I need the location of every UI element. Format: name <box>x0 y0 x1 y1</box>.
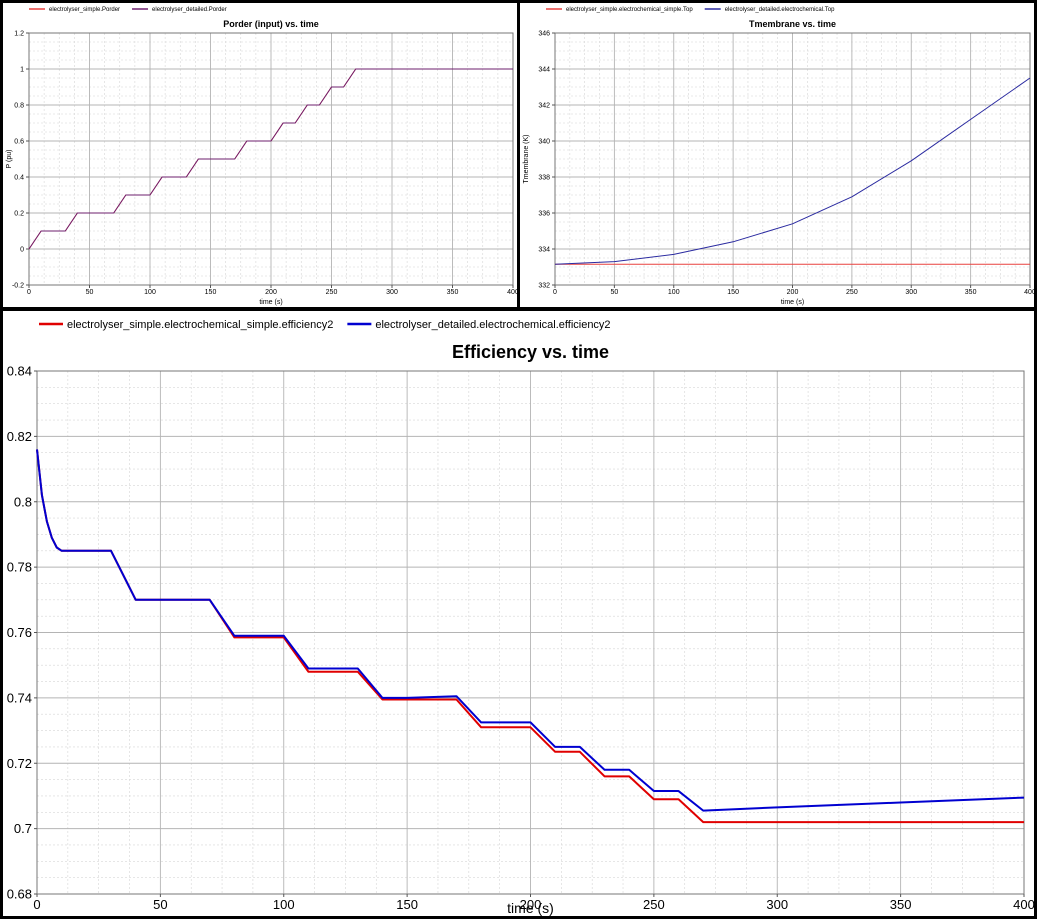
legend-label-2: electrolyser_detailed.Porder <box>152 7 227 13</box>
x-axis-label: time (s) <box>507 900 554 916</box>
legend-label-1: electrolyser_simple.electrochemical_simp… <box>566 7 693 13</box>
y-tick-label: 0.82 <box>7 429 32 444</box>
y-tick-label: 344 <box>538 66 550 73</box>
x-tick-label: 350 <box>447 289 459 296</box>
chart-title: Tmembrane vs. time <box>749 19 836 29</box>
y-tick-label: 1.2 <box>14 30 24 37</box>
y-tick-label: 1 <box>20 66 24 73</box>
y-tick-label: 340 <box>538 138 550 145</box>
tmembrane-chart: 332 334 336 338 340 342 344 346 0 50 100 150 200 250 3… <box>523 7 1034 306</box>
y-tick-label: 0.8 <box>14 494 32 509</box>
y-tick-label: 0.68 <box>7 887 32 902</box>
x-tick-label: 0 <box>27 289 31 296</box>
x-tick-label: 50 <box>153 897 167 912</box>
x-tick-label: 150 <box>727 289 739 296</box>
y-axis-label: P (pu) <box>6 150 13 169</box>
y-axis-label: Tmembrane (K) <box>523 134 530 183</box>
y-tick-label: 332 <box>538 282 550 289</box>
y-tick-label: 0.4 <box>14 174 24 181</box>
tmembrane-chart-panel: 332 334 336 338 340 342 344 346 0 50 100 150 200 250 3… <box>520 3 1034 307</box>
x-tick-label: 50 <box>86 289 94 296</box>
x-axis-label: time (s) <box>259 299 282 306</box>
x-tick-label: 200 <box>265 289 277 296</box>
x-tick-label: 250 <box>326 289 338 296</box>
x-tick-label: 100 <box>273 897 295 912</box>
x-tick-label: 100 <box>144 289 156 296</box>
legend-label-1: electrolyser_simple.electrochemical_simp… <box>67 319 333 331</box>
y-tick-label: 338 <box>538 174 550 181</box>
x-axis-label: time (s) <box>781 299 804 306</box>
x-tick-label: 300 <box>386 289 398 296</box>
series-line-2 <box>28 68 513 250</box>
porder-chart: -0.200.20.40.60.811.20 50 100 150 200 250 300 3… <box>6 7 517 306</box>
y-tick-label: 0.8 <box>14 102 24 109</box>
x-tick-label: 350 <box>965 289 977 296</box>
x-tick-label: 400 <box>1024 289 1034 296</box>
legend-label-2: electrolyser_detailed.electrochemical.ef… <box>375 319 610 331</box>
x-tick-label: 0 <box>33 897 40 912</box>
y-tick-label: 0.7 <box>14 821 32 836</box>
y-tick-label: 0.72 <box>7 756 32 771</box>
y-tick-label: -0.2 <box>12 282 24 289</box>
y-tick-label: 0.6 <box>14 138 24 145</box>
y-tick-label: 0.78 <box>7 560 32 575</box>
x-tick-label: 350 <box>890 897 912 912</box>
x-tick-label: 250 <box>643 897 665 912</box>
x-tick-label: 150 <box>396 897 418 912</box>
y-tick-label: 0.84 <box>7 364 32 379</box>
y-tick-label: 0.76 <box>7 625 32 640</box>
y-tick-label: 0.2 <box>14 210 24 217</box>
x-tick-label: 50 <box>610 289 618 296</box>
series-line-2 <box>36 449 1025 812</box>
y-tick-label: 346 <box>538 30 550 37</box>
efficiency-chart-panel: 0.68 0.7 0.72 0.74 0.76 0.78 0.8 0.82 0.84 0 50 100… <box>3 311 1034 916</box>
x-tick-label: 0 <box>553 289 557 296</box>
x-tick-label: 300 <box>905 289 917 296</box>
legend-label-2: electrolyser_detailed.electrochemical.To… <box>725 7 835 13</box>
x-tick-label: 250 <box>846 289 858 296</box>
legend-label-1: electrolyser_simple.Porder <box>49 7 120 13</box>
x-tick-label: 300 <box>766 897 788 912</box>
chart-title: Efficiency vs. time <box>452 342 609 362</box>
x-tick-label: 400 <box>1013 897 1034 912</box>
y-tick-label: 0 <box>20 246 24 253</box>
porder-chart-panel: -0.2 0 0.2 0.4 0.6 0.8 1 1.2 0 50 100 150 200 250 300 3… <box>3 3 517 307</box>
chart-title: Porder (input) vs. time <box>223 19 319 29</box>
efficiency-chart: 0.68 0.7 0.72 0.74 0.76 0.78 0.8 0.82 0.84 0 50 100… <box>7 319 1034 916</box>
x-tick-label: 200 <box>787 289 799 296</box>
y-tick-label: 334 <box>538 246 550 253</box>
x-tick-label: 100 <box>668 289 680 296</box>
x-tick-label: 150 <box>205 289 217 296</box>
series-line-2 <box>554 77 1031 265</box>
y-tick-label: 0.74 <box>7 690 32 705</box>
x-tick-label: 200 <box>520 897 542 912</box>
y-tick-label: 342 <box>538 102 550 109</box>
y-tick-label: 336 <box>538 210 550 217</box>
x-tick-label: 400 <box>507 289 517 296</box>
